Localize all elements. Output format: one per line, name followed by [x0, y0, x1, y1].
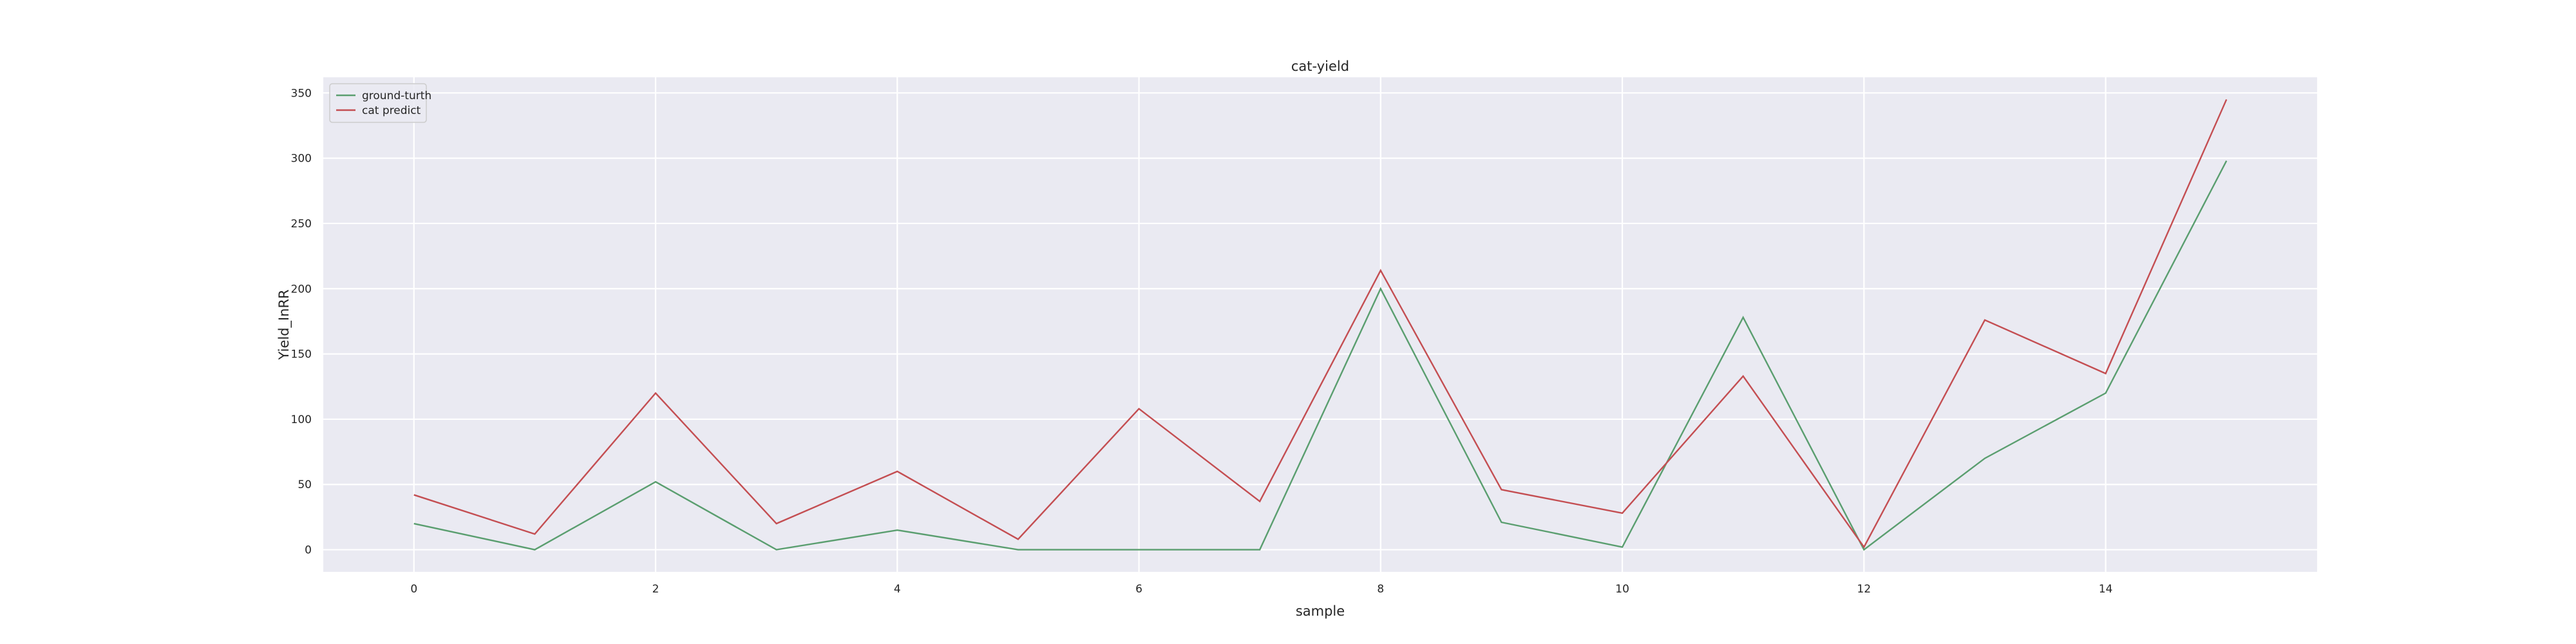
y-tick-label: 300 [291, 153, 312, 166]
series-line-cat-predict [413, 99, 2228, 549]
y-tick-label: 200 [291, 283, 312, 296]
x-tick-label: 2 [652, 583, 659, 596]
series-line-ground-truth [413, 160, 2228, 551]
x-tick-label: 6 [1135, 583, 1142, 596]
y-tick-label: 250 [291, 218, 312, 231]
x-tick-label: 4 [894, 583, 901, 596]
x-axis-label: sample [1296, 603, 1345, 619]
x-tick-label: 0 [410, 583, 417, 596]
x-tick-label: 12 [1857, 583, 1871, 596]
grid [323, 77, 2317, 572]
y-axis-label: Yield_InRR [276, 289, 292, 360]
x-tick-label: 10 [1615, 583, 1629, 596]
y-tick-label: 350 [291, 87, 312, 100]
y-tick-label: 0 [305, 544, 312, 557]
y-tick-label: 50 [298, 478, 312, 491]
legend-label: cat predict [362, 104, 421, 117]
legend: ground-turth cat predict [329, 83, 431, 123]
legend-label: ground-turth [362, 90, 431, 102]
y-tick-label: 150 [291, 348, 312, 361]
series-lines [413, 99, 2228, 551]
chart-title: cat-yield [1291, 59, 1349, 74]
x-tick-label: 14 [2099, 583, 2113, 596]
x-tick-label: 8 [1377, 583, 1384, 596]
plot-area [323, 77, 2317, 572]
tick-labels: 0 2 4 6 8 10 12 14 0 50 100 150 200 250 300 350 [291, 87, 2113, 596]
legend-frame [329, 83, 427, 123]
y-tick-label: 100 [291, 413, 312, 426]
